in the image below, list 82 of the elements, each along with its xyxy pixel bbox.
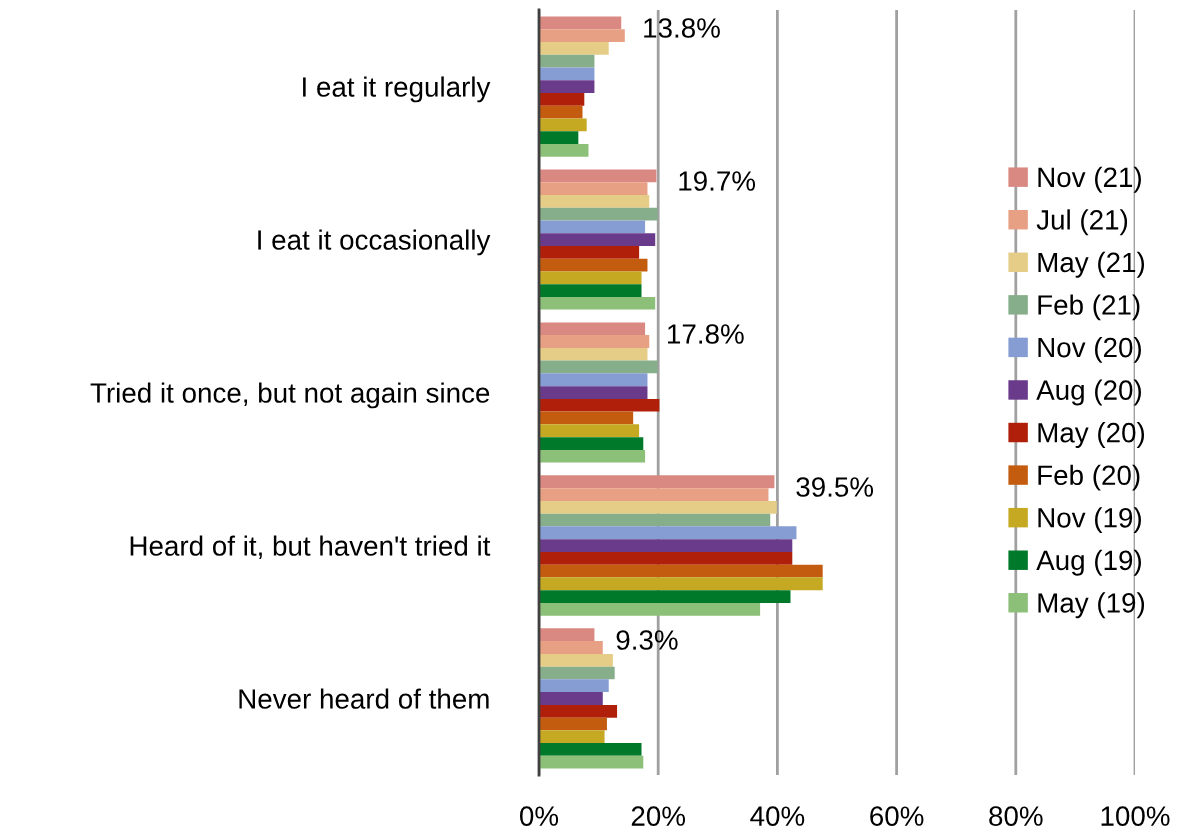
data-label: 9.3% (616, 630, 678, 650)
bar (539, 577, 823, 591)
legend-label: Jul (21) (1036, 209, 1128, 236)
bar (539, 526, 797, 540)
legend-label: May (20) (1038, 422, 1145, 449)
bar (539, 245, 640, 259)
legend-label: Aug (20) (1036, 379, 1141, 406)
bar (539, 539, 793, 552)
bar (539, 602, 761, 616)
bar (539, 730, 605, 744)
bar (539, 475, 775, 489)
y-tick-label: Tried it once, but not again since (90, 382, 490, 409)
bar (539, 679, 609, 693)
bar (539, 411, 634, 425)
bar (539, 500, 777, 514)
bar (539, 54, 595, 68)
bar (539, 347, 648, 361)
bar (539, 628, 595, 642)
bar (539, 704, 618, 718)
y-tick-label: I eat it occasionally (258, 229, 491, 256)
data-label: 19.7% (679, 171, 756, 191)
legend-label: Nov (19) (1038, 507, 1141, 534)
bar (539, 386, 648, 399)
x-tick-label: 80% (989, 806, 1043, 826)
bar (539, 666, 615, 680)
bar (539, 590, 791, 603)
bar (539, 16, 622, 30)
bar (539, 80, 595, 93)
bar (539, 131, 579, 144)
bar (539, 29, 625, 42)
bar (539, 398, 660, 412)
bar (539, 335, 650, 348)
bar (539, 143, 589, 157)
y-tick-label: Never heard of them (239, 688, 489, 709)
bar (539, 424, 640, 438)
legend-label: Feb (21) (1038, 294, 1140, 321)
bar (539, 373, 648, 387)
legend-label: Aug (19) (1036, 549, 1141, 576)
x-tick-label: 60% (870, 806, 924, 826)
bar (539, 743, 642, 756)
bar (539, 296, 656, 310)
bar (539, 653, 613, 667)
bar (539, 449, 646, 463)
bar (539, 194, 650, 208)
bar (539, 641, 603, 654)
x-tick-label: 0% (520, 806, 559, 826)
bar (539, 182, 648, 195)
bar (539, 564, 823, 578)
bar (539, 513, 771, 527)
bar (539, 360, 658, 374)
legend-label: Nov (21) (1038, 166, 1141, 193)
legend-label: Feb (20) (1038, 464, 1140, 491)
bar (539, 271, 642, 285)
bar (539, 488, 769, 501)
bar (539, 67, 595, 81)
bar (539, 220, 646, 234)
legend-label: Nov (20) (1038, 336, 1141, 363)
y-tick-label: Heard of it, but haven't tried it (130, 535, 491, 560)
bar (539, 692, 603, 705)
bar (539, 233, 656, 246)
data-label: 13.8% (644, 18, 720, 38)
bar (539, 169, 657, 183)
bar (539, 92, 585, 106)
bar (539, 322, 646, 336)
x-tick-label: 40% (750, 806, 805, 826)
bar (539, 551, 793, 565)
bar (539, 207, 658, 221)
x-tick-label: 20% (631, 806, 686, 826)
bar (539, 258, 648, 272)
x-tick-label: 100% (1101, 806, 1170, 826)
legend-label: May (21) (1038, 251, 1145, 278)
bar (539, 717, 607, 731)
y-tick-label: I eat it regularly (303, 76, 491, 103)
bar (539, 105, 583, 119)
bar (539, 41, 609, 55)
bar (539, 118, 587, 132)
legend-label: May (19) (1038, 592, 1145, 619)
bar (539, 755, 644, 769)
data-label: 17.8% (668, 324, 744, 344)
bar (539, 437, 644, 450)
bar (539, 284, 642, 297)
data-label: 39.5% (796, 477, 874, 497)
